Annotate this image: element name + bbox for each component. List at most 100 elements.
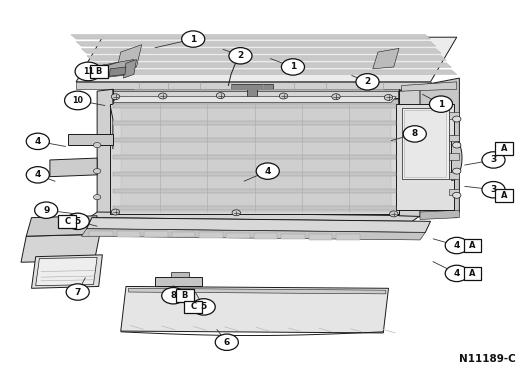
Circle shape xyxy=(256,163,279,179)
Circle shape xyxy=(35,202,58,218)
Circle shape xyxy=(229,48,252,64)
Polygon shape xyxy=(92,63,452,67)
Circle shape xyxy=(65,91,91,110)
Polygon shape xyxy=(309,234,332,240)
Polygon shape xyxy=(420,210,459,219)
Polygon shape xyxy=(113,138,396,142)
Circle shape xyxy=(159,93,167,99)
Polygon shape xyxy=(129,288,386,294)
Polygon shape xyxy=(144,231,167,237)
Polygon shape xyxy=(116,45,142,74)
Polygon shape xyxy=(113,189,396,193)
FancyBboxPatch shape xyxy=(464,267,481,280)
Circle shape xyxy=(279,93,288,99)
Circle shape xyxy=(453,116,461,122)
Text: 8: 8 xyxy=(170,291,176,300)
Circle shape xyxy=(192,299,215,315)
Polygon shape xyxy=(452,136,462,180)
Polygon shape xyxy=(420,78,459,218)
FancyBboxPatch shape xyxy=(495,142,513,155)
Circle shape xyxy=(356,74,379,90)
Text: A: A xyxy=(469,241,476,250)
Text: 2: 2 xyxy=(237,51,244,60)
Text: 2: 2 xyxy=(364,77,371,86)
Polygon shape xyxy=(102,99,402,104)
Polygon shape xyxy=(81,49,441,53)
Polygon shape xyxy=(449,112,459,119)
Polygon shape xyxy=(226,233,250,238)
Circle shape xyxy=(93,195,101,200)
Polygon shape xyxy=(76,42,436,46)
Text: 1: 1 xyxy=(190,35,196,44)
Polygon shape xyxy=(199,232,223,238)
Circle shape xyxy=(453,168,461,174)
Polygon shape xyxy=(97,89,113,218)
Polygon shape xyxy=(399,86,457,218)
Polygon shape xyxy=(21,234,100,262)
Polygon shape xyxy=(449,172,459,179)
Polygon shape xyxy=(97,70,457,74)
FancyBboxPatch shape xyxy=(58,215,76,228)
Polygon shape xyxy=(76,82,430,89)
Circle shape xyxy=(453,142,461,148)
Polygon shape xyxy=(113,206,396,210)
Text: 7: 7 xyxy=(75,288,81,296)
FancyBboxPatch shape xyxy=(184,301,202,313)
Text: 8: 8 xyxy=(412,129,418,138)
Polygon shape xyxy=(247,89,257,97)
Circle shape xyxy=(403,126,426,142)
Text: 3: 3 xyxy=(490,155,497,164)
Polygon shape xyxy=(402,108,449,179)
Polygon shape xyxy=(121,107,391,212)
Polygon shape xyxy=(113,97,396,102)
Text: A: A xyxy=(469,269,476,278)
Text: 5: 5 xyxy=(201,302,207,311)
Circle shape xyxy=(429,96,453,112)
Text: A: A xyxy=(501,191,507,200)
Text: 5: 5 xyxy=(75,217,81,226)
Polygon shape xyxy=(87,56,446,60)
Text: 4: 4 xyxy=(454,269,460,278)
Polygon shape xyxy=(336,234,360,240)
Polygon shape xyxy=(396,104,454,210)
Polygon shape xyxy=(113,155,396,159)
Polygon shape xyxy=(172,232,195,237)
FancyBboxPatch shape xyxy=(464,239,481,252)
Circle shape xyxy=(111,209,120,215)
Polygon shape xyxy=(155,277,202,286)
Polygon shape xyxy=(81,229,425,240)
Polygon shape xyxy=(109,67,126,76)
Polygon shape xyxy=(113,104,396,108)
Polygon shape xyxy=(117,231,140,237)
Circle shape xyxy=(390,211,398,217)
Polygon shape xyxy=(68,134,113,145)
Circle shape xyxy=(93,142,101,148)
Text: 4: 4 xyxy=(35,170,41,179)
Circle shape xyxy=(482,152,505,168)
Polygon shape xyxy=(449,189,459,195)
Circle shape xyxy=(182,31,205,47)
Circle shape xyxy=(216,93,225,99)
Text: 6: 6 xyxy=(224,338,230,347)
Circle shape xyxy=(111,94,120,100)
Polygon shape xyxy=(36,257,97,286)
Text: B: B xyxy=(96,67,102,76)
Polygon shape xyxy=(76,37,457,82)
Polygon shape xyxy=(89,231,113,236)
Polygon shape xyxy=(171,272,189,277)
Polygon shape xyxy=(373,48,399,69)
FancyBboxPatch shape xyxy=(495,189,513,202)
Circle shape xyxy=(281,59,304,75)
Text: 4: 4 xyxy=(454,241,460,250)
Text: 1: 1 xyxy=(290,62,296,71)
Polygon shape xyxy=(449,135,459,141)
Circle shape xyxy=(445,265,468,282)
Text: 11: 11 xyxy=(83,67,93,76)
Polygon shape xyxy=(231,84,273,89)
Polygon shape xyxy=(113,121,396,125)
Text: C: C xyxy=(64,217,70,226)
Polygon shape xyxy=(113,172,396,176)
Circle shape xyxy=(453,192,461,198)
Polygon shape xyxy=(449,153,459,160)
Circle shape xyxy=(232,210,240,216)
